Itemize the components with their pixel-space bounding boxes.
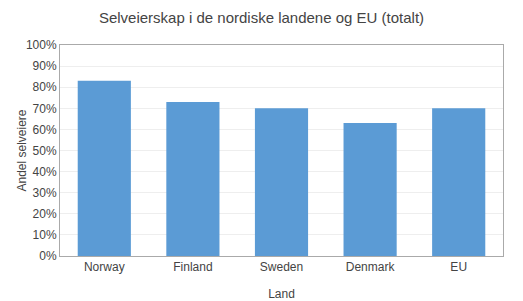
- svg-text:Norway: Norway: [84, 260, 125, 274]
- svg-text:Andel selveiere: Andel selveiere: [15, 109, 29, 191]
- svg-text:30%: 30%: [33, 186, 57, 200]
- svg-text:Land: Land: [268, 287, 295, 301]
- svg-text:Finland: Finland: [173, 260, 212, 274]
- svg-text:100%: 100%: [26, 38, 57, 52]
- svg-text:Denmark: Denmark: [346, 260, 396, 274]
- svg-text:50%: 50%: [33, 144, 57, 158]
- svg-text:40%: 40%: [33, 165, 57, 179]
- svg-text:90%: 90%: [33, 59, 57, 73]
- svg-text:20%: 20%: [33, 207, 57, 221]
- svg-text:10%: 10%: [33, 228, 57, 242]
- svg-text:70%: 70%: [33, 102, 57, 116]
- svg-text:Sweden: Sweden: [260, 260, 303, 274]
- svg-text:80%: 80%: [33, 80, 57, 94]
- svg-text:Selveierskap i de nordiske lan: Selveierskap i de nordiske landene og EU…: [99, 9, 424, 26]
- svg-text:0%: 0%: [39, 249, 57, 263]
- svg-text:60%: 60%: [33, 123, 57, 137]
- svg-text:EU: EU: [450, 260, 467, 274]
